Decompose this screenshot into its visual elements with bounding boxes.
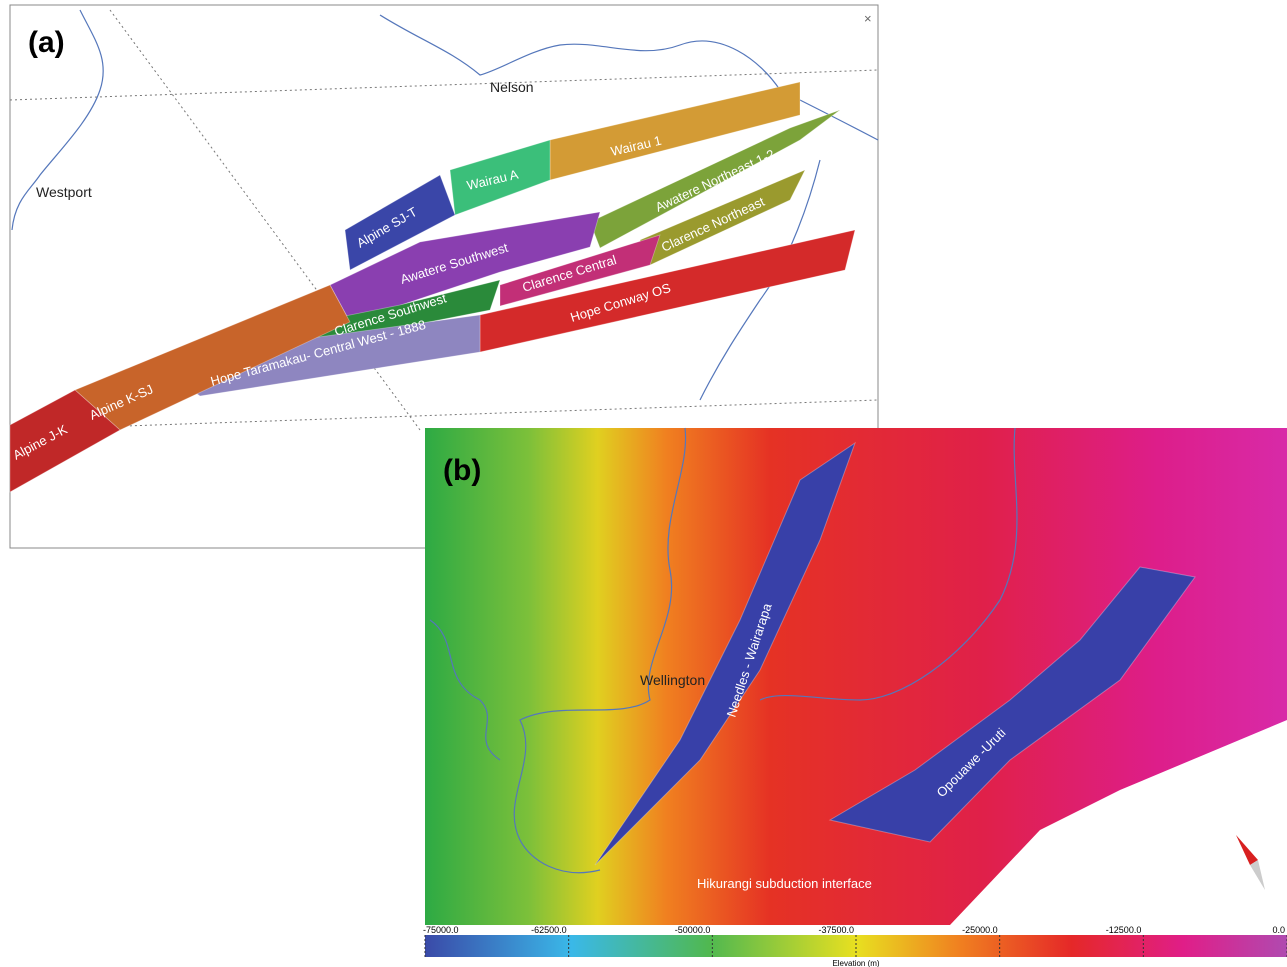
tick-label: -75000.0 [423, 925, 459, 935]
panel-b: (b) Wellington Needles - Wairarapa Opoua… [425, 428, 1287, 925]
tick-label: -37500.0 [818, 925, 854, 935]
tick-label: -25000.0 [962, 925, 998, 935]
tick-label: -50000.0 [675, 925, 711, 935]
place-label: Wellington [640, 672, 705, 688]
close-icon[interactable]: × [864, 11, 872, 26]
interface-label: Hikurangi subduction interface [697, 876, 872, 891]
panel-label: (a) [28, 26, 65, 59]
tick-label: -62500.0 [531, 925, 567, 935]
place-label: Westport [36, 184, 92, 200]
colorbar-scale [425, 935, 1287, 957]
panel-label: (b) [443, 454, 481, 487]
figure: (a) × Nelson Westport Wairau 1 Wairau A … [0, 0, 1287, 967]
colorbar-title: Elevation (m) [832, 959, 879, 967]
tick-label: -12500.0 [1106, 925, 1142, 935]
place-label: Nelson [490, 79, 534, 95]
colorbar: Elevation (m) -75000.0 -62500.0 -50000.0 -3… [423, 925, 1287, 967]
tick-label: 0.0 [1272, 925, 1285, 935]
